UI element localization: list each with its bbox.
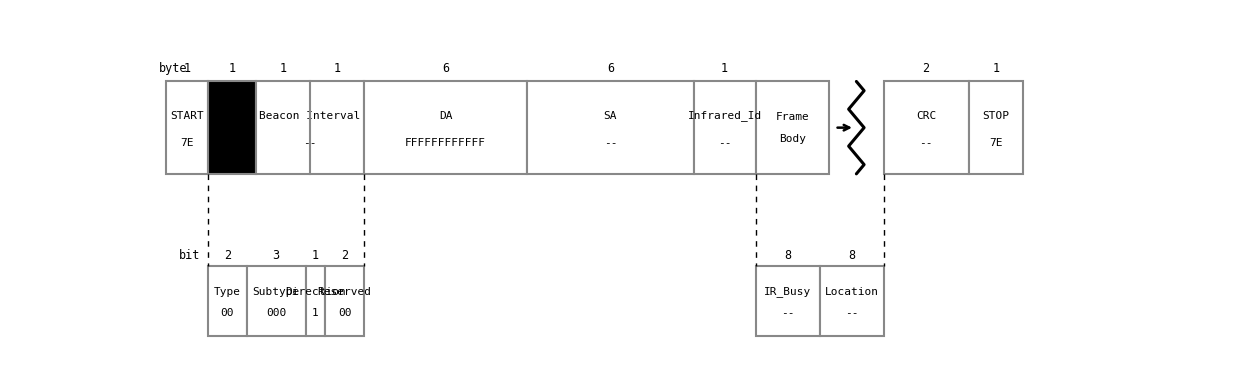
Text: 1: 1 <box>334 62 341 75</box>
Text: 000: 000 <box>267 308 286 318</box>
Bar <box>365 82 527 174</box>
Text: 1: 1 <box>722 62 728 75</box>
Text: 1: 1 <box>312 308 319 318</box>
Text: Infrared_Id: Infrared_Id <box>687 110 761 121</box>
Bar <box>755 82 830 174</box>
Text: 7E: 7E <box>990 138 1003 148</box>
Text: 3: 3 <box>273 249 280 262</box>
Bar <box>247 266 305 335</box>
Text: --: -- <box>844 308 858 318</box>
Text: Beacon Interval: Beacon Interval <box>259 111 361 121</box>
Text: --: -- <box>718 138 732 148</box>
Bar <box>207 82 255 174</box>
Text: 6: 6 <box>606 62 614 75</box>
Bar <box>255 82 365 174</box>
Text: 8: 8 <box>784 249 791 262</box>
Text: Body: Body <box>779 134 806 144</box>
Text: 1: 1 <box>992 62 999 75</box>
Bar <box>325 266 365 335</box>
Bar <box>305 266 325 335</box>
Bar <box>968 82 1023 174</box>
Text: 1: 1 <box>311 249 319 262</box>
Bar <box>693 82 755 174</box>
Text: 8: 8 <box>848 249 856 262</box>
Text: 2: 2 <box>341 249 348 262</box>
Text: STOP: STOP <box>982 111 1009 121</box>
Text: Direction: Direction <box>285 287 346 297</box>
Bar <box>755 266 820 335</box>
Bar <box>883 82 968 174</box>
Text: 00: 00 <box>221 308 234 318</box>
Text: --: -- <box>604 138 618 148</box>
Text: bit: bit <box>179 249 200 262</box>
Text: 2: 2 <box>223 249 231 262</box>
Text: 1: 1 <box>184 62 190 75</box>
Text: IR_Busy: IR_Busy <box>764 286 811 297</box>
Text: Subtype: Subtype <box>253 287 300 297</box>
Text: --: -- <box>781 308 795 318</box>
Text: byte: byte <box>159 62 187 75</box>
Text: SA: SA <box>604 111 618 121</box>
Bar <box>207 266 247 335</box>
Text: CRC: CRC <box>916 111 936 121</box>
Text: Type: Type <box>213 287 241 297</box>
Text: 1: 1 <box>228 62 236 75</box>
Text: START: START <box>170 111 203 121</box>
Bar <box>166 82 207 174</box>
Text: 6: 6 <box>443 62 449 75</box>
Text: Reserved: Reserved <box>317 287 372 297</box>
Text: FFFFFFFFFFFF: FFFFFFFFFFFF <box>405 138 486 148</box>
Text: --: -- <box>304 138 316 148</box>
Text: --: -- <box>919 138 932 148</box>
Text: Location: Location <box>825 287 878 297</box>
Bar <box>527 82 693 174</box>
Text: 2: 2 <box>923 62 930 75</box>
Bar <box>820 266 883 335</box>
Text: 00: 00 <box>339 308 351 318</box>
Text: 7E: 7E <box>180 138 193 148</box>
Text: DA: DA <box>439 111 453 121</box>
Text: Frame: Frame <box>775 112 810 122</box>
Text: 1: 1 <box>279 62 286 75</box>
